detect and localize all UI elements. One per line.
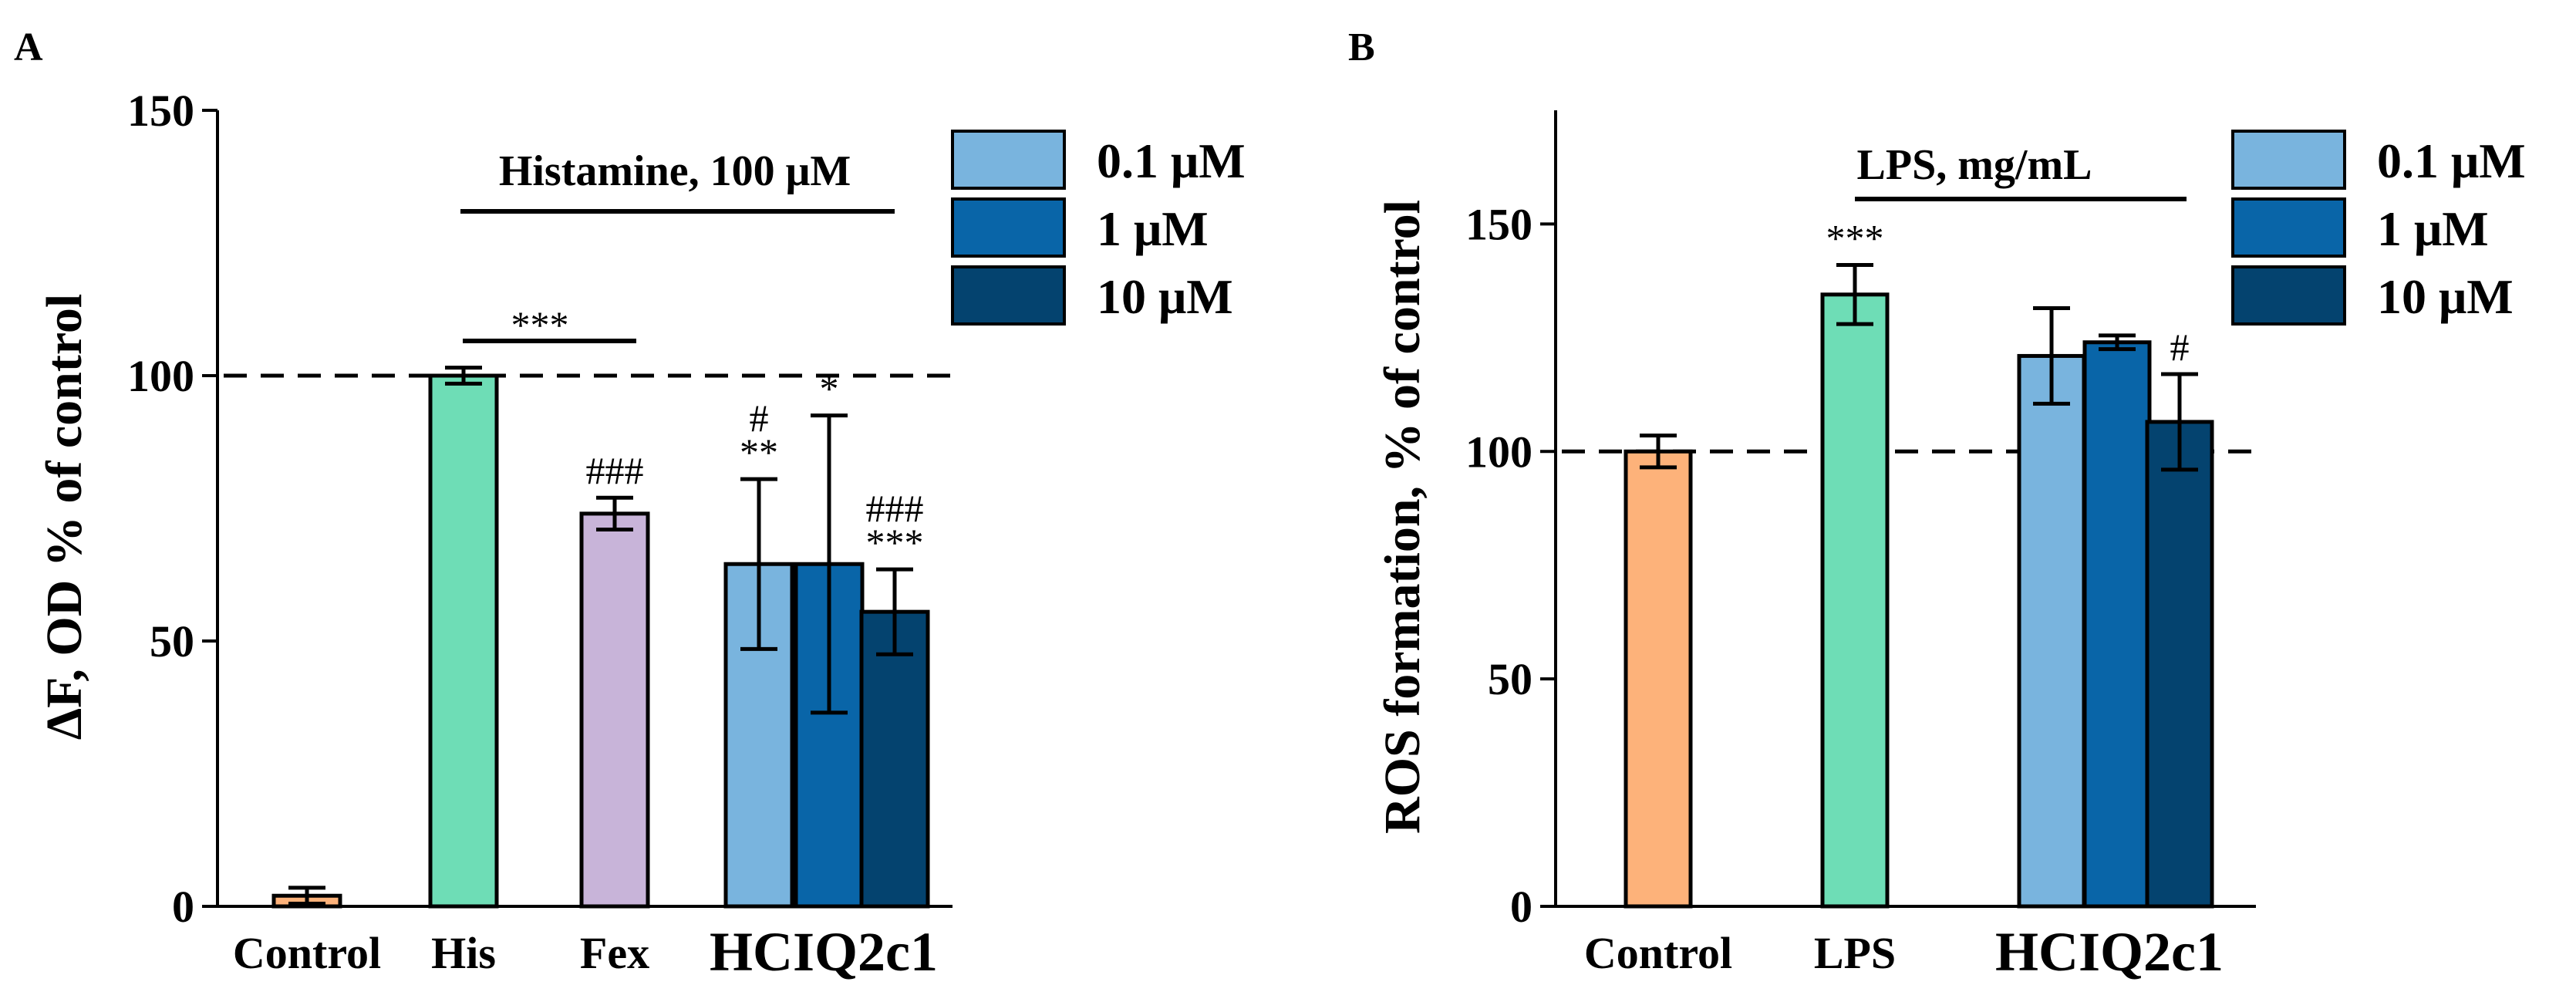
panel-b-y-axis-label: ROS formation, % of control — [1374, 200, 1431, 834]
panel-b-y-tick-label-50: 50 — [1488, 654, 1532, 704]
panel-a-hciq2c1-1uM-bar-significance-0: * — [820, 367, 839, 410]
panel-a-hciq2c1-0.1uM-bar — [723, 562, 794, 909]
panel-a-y-ticks: 0 50 100 150 — [127, 86, 217, 932]
panel-b-control-bar-group — [1623, 434, 1693, 909]
panel-b-hciq2c1-10uM-bar — [2145, 420, 2214, 909]
panel-b-category-control: Control — [1584, 928, 1732, 978]
panel-b-legend-label-0.1uM: 0.1 μM — [2377, 133, 2526, 188]
panel-a-hciq2c1-0.1uM-bar-group: **# — [723, 396, 794, 909]
panel-a-y-tick-label-100: 100 — [127, 351, 194, 401]
panel-a-y-tick-label-50: 50 — [150, 616, 194, 666]
panel-a-legend-label-1uM: 1 μM — [1097, 201, 1209, 256]
panel-b: B ROS formation, % of control 050100150 … — [1348, 25, 2526, 983]
panel-b-lps-bar-group: *** — [1820, 217, 1890, 909]
panel-a-legend-label-0.1uM: 0.1 μM — [1097, 133, 1246, 188]
panel-a-hciq2c1-0.1uM-bar-significance-0: ** — [740, 430, 778, 474]
panel-a-category-fex: Fex — [580, 928, 649, 978]
panel-b-hciq2c1-0.1uM-bar — [2017, 353, 2086, 909]
panel-a-treatment-label: Histamine, 100 μM — [499, 147, 851, 195]
panel-a-y-tick-label-150: 150 — [127, 86, 194, 136]
panel-a-fex-bar — [579, 511, 650, 909]
panel-a-legend-swatch-0.1uM — [951, 130, 1066, 190]
panel-b-legend-label-1uM: 1 μM — [2377, 201, 2489, 256]
panel-a-y-axis-label: ΔF, OD % of control — [36, 294, 93, 741]
panel-a-his-bar-group — [428, 366, 499, 909]
panel-a-fex-bar-significance-0: ### — [586, 449, 644, 492]
panel-a-category-control: Control — [233, 928, 381, 978]
panel-a-legend-swatch-10uM — [951, 265, 1066, 326]
panel-a-control-bar-group — [271, 886, 342, 909]
panel-b-y-ticks: 0 50 100 150 — [1465, 199, 1556, 932]
panel-b-legend-label-10uM: 10 μM — [2377, 269, 2514, 324]
panel-b-lps-bar-significance-0: *** — [1826, 217, 1884, 260]
panel-a-legend: 0.1 μM 1 μM 10 μM — [951, 130, 1246, 326]
panel-b-hciq2c1-0.1uM-bar-group — [2017, 306, 2086, 909]
panel-a-category-his: His — [431, 928, 496, 978]
panel-a-category-hciq2c1: HCIQ2c1 — [710, 921, 938, 983]
panel-a-hciq2c1-10uM-bar-group: ***### — [859, 487, 930, 909]
panel-a-hciq2c1-0.1uM-bar-significance-1: # — [750, 396, 769, 440]
panel-b-hciq2c1-1uM-bar — [2082, 340, 2152, 909]
panel-a-letter: A — [14, 25, 43, 69]
panel-a-y-tick-label-0: 0 — [172, 882, 194, 932]
panel-b-y-tick-label-0: 0 — [1510, 882, 1532, 932]
panel-a-hciq2c1-10uM-bar — [859, 609, 930, 909]
panel-b-legend-swatch-0.1uM — [2231, 130, 2346, 190]
panel-a-fex-bar-group: ### — [579, 449, 650, 909]
panel-b-legend: 0.1 μM 1 μM 10 μM — [2231, 130, 2526, 326]
panel-b-y-tick-label-100: 100 — [1465, 427, 1532, 477]
panel-a-hciq2c1-1uM-bar-group: * — [794, 367, 865, 909]
panel-a-bars: ### **#****### — [271, 366, 930, 909]
panel-a-hciq2c1-10uM-bar-significance-1: ### — [866, 487, 924, 530]
panel-a-legend-label-10uM: 10 μM — [1097, 269, 1233, 324]
panel-b-control-bar — [1623, 449, 1693, 909]
panel-b-hciq2c1-1uM-bar-group — [2082, 333, 2152, 909]
panel-b-category-hciq2c1: HCIQ2c1 — [1995, 921, 2224, 983]
panel-b-y-tick-label-150: 150 — [1465, 199, 1532, 249]
panel-b-hciq2c1-10uM-bar-group: # — [2145, 326, 2214, 909]
panel-a-hciq2c1-10uM-bar-significance-0: *** — [866, 521, 924, 564]
panel-b-legend-swatch-1uM — [2231, 197, 2346, 258]
panel-b-lps-bar — [1820, 292, 1890, 909]
panel-b-treatment-label: LPS, mg/mL — [1857, 141, 2092, 189]
panel-b-category-lps: LPS — [1814, 928, 1896, 978]
panel-a-his-bar — [428, 373, 499, 909]
panel-b-hciq2c1-10uM-bar-significance-0: # — [2170, 326, 2190, 369]
panel-b-letter: B — [1348, 25, 1375, 69]
panel-b-bars: *** # — [1623, 217, 2214, 909]
panel-b-legend-swatch-10uM — [2231, 265, 2346, 326]
panel-a-legend-swatch-1uM — [951, 197, 1066, 258]
